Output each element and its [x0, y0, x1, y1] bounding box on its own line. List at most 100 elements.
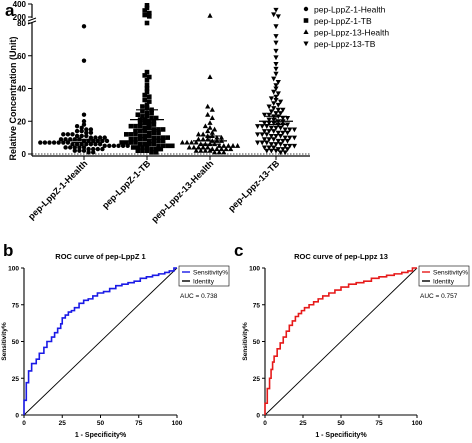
a-data-point [74, 133, 80, 139]
c-y-tick-label: 50 [253, 339, 261, 346]
a-data-point [147, 10, 152, 16]
a-data-point [273, 66, 279, 72]
a-data-point [261, 145, 268, 151]
a-data-point [278, 142, 284, 147]
a-data-point [149, 150, 154, 155]
a-data-point [144, 20, 150, 26]
a-data-point [160, 143, 166, 149]
a-data-point [142, 92, 147, 98]
a-data-point [195, 131, 202, 137]
a-data-point [214, 134, 220, 140]
a-data-point [284, 147, 291, 152]
a-legend-marker [303, 29, 309, 34]
a-data-point [124, 132, 129, 137]
a-data-point [266, 129, 272, 134]
a-data-point [128, 140, 134, 145]
a-data-point [273, 125, 279, 131]
b-y-tick-label: 50 [12, 339, 20, 346]
a-data-point [86, 146, 91, 152]
a-data-point [273, 55, 279, 61]
a-y-tick-label: 60 [17, 52, 26, 61]
a-data-point [261, 112, 268, 118]
c-auc-label: AUC = 0.757 [420, 293, 458, 300]
a-data-point [72, 145, 78, 150]
a-data-point [275, 91, 281, 97]
a-data-point [81, 119, 87, 124]
a-data-point [133, 132, 138, 137]
a-data-point [271, 76, 277, 82]
a-data-point [153, 115, 159, 121]
a-x-tick-label: pep-Lppz-13-Health [149, 158, 215, 224]
a-data-point [273, 142, 279, 147]
c-y-tick-label: 75 [253, 302, 261, 309]
a-data-point [137, 128, 143, 134]
a-data-point [81, 58, 87, 63]
a-data-point [275, 138, 281, 144]
a-data-point [144, 86, 150, 91]
a-data-point [209, 115, 215, 120]
a-data-point [156, 130, 161, 136]
a-data-point [81, 24, 87, 29]
b-legend-label: Identity [193, 279, 215, 286]
a-data-point [271, 106, 277, 111]
a-data-point [79, 125, 84, 130]
a-x-tick-label: pep-LppZ-1-Health [26, 158, 89, 221]
a-data-point [189, 139, 195, 145]
a-data-point [278, 150, 284, 156]
a-data-point [212, 126, 218, 132]
a-data-point [268, 96, 274, 102]
a-data-point [275, 107, 281, 113]
a-data-point [259, 140, 265, 146]
a-data-point [282, 150, 288, 156]
a-data-point [63, 137, 68, 142]
a-data-point [142, 97, 147, 103]
a-data-point [275, 147, 281, 152]
a-data-point [63, 145, 68, 150]
a-data-point [287, 127, 293, 133]
a-data-point [271, 101, 277, 107]
a-data-point [137, 120, 143, 126]
a-data-point [119, 140, 124, 145]
a-data-point [135, 148, 141, 154]
a-data-point [184, 139, 190, 145]
a-data-point [56, 140, 61, 145]
c-x-tick-label: 50 [337, 420, 345, 427]
a-data-point [280, 107, 286, 113]
b-identity-line [23, 267, 178, 416]
a-data-point [209, 129, 215, 135]
a-data-point [275, 102, 281, 108]
a-y-tick-label: 0 [22, 150, 27, 159]
a-data-point [147, 130, 152, 136]
a-data-point [147, 141, 152, 147]
a-data-point [147, 133, 152, 139]
a-data-point [88, 127, 94, 132]
a-data-point [137, 133, 143, 139]
a-data-point [144, 69, 150, 75]
a-data-point [218, 134, 225, 140]
a-data-point [221, 143, 227, 148]
a-data-point [271, 117, 277, 123]
a-data-point [284, 122, 291, 128]
c-x-tick-label: 0 [263, 420, 267, 427]
a-data-point [156, 127, 161, 132]
a-data-point [207, 120, 213, 125]
a-data-point [153, 146, 159, 152]
a-data-point [84, 130, 89, 135]
a-data-point [266, 120, 272, 126]
a-data-point [74, 123, 80, 129]
a-data-point [280, 138, 286, 144]
a-data-point [149, 110, 154, 116]
a-data-point [135, 145, 141, 150]
a-data-point [102, 143, 107, 149]
a-data-point [144, 145, 150, 150]
a-data-point [144, 78, 150, 83]
a-data-point [142, 128, 147, 134]
a-data-point [273, 111, 279, 116]
a-data-point [255, 140, 261, 146]
a-data-point [214, 146, 220, 152]
a-data-point [151, 141, 157, 147]
a-data-point [156, 138, 161, 144]
a-data-point [151, 130, 157, 136]
a-y-tick-label: 200 [13, 13, 27, 22]
a-data-point [124, 140, 129, 145]
